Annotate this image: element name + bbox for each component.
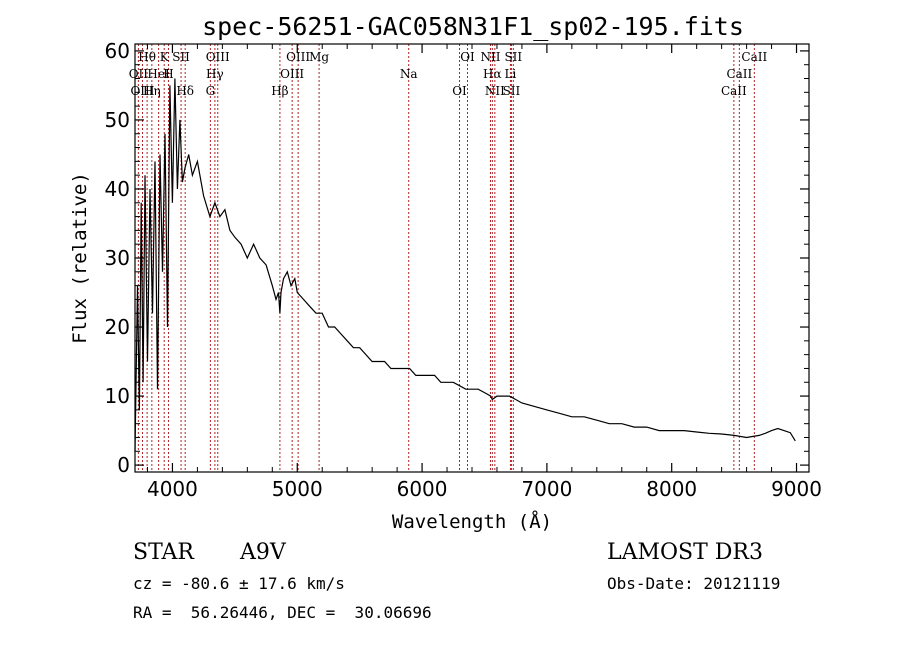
object-subclass: A9V — [240, 540, 286, 565]
line-label-16: Na — [400, 67, 418, 81]
line-label-1: OII — [129, 67, 149, 81]
x-tick-label-0: 4000 — [147, 477, 198, 501]
line-label-14: Hβ — [271, 84, 288, 98]
y-tick-label-6: 60 — [105, 39, 130, 63]
line-label-20: SII — [503, 84, 521, 98]
line-label-13: OIII — [280, 67, 304, 81]
y-tick-label-0: 0 — [117, 453, 130, 477]
survey-name: LAMOST DR3 — [607, 540, 763, 565]
redshift-readout: cz = -80.6 ± 17.6 km/s — [133, 574, 345, 593]
y-tick-label-4: 40 — [105, 177, 130, 201]
y-tick-label-5: 50 — [105, 108, 130, 132]
x-tick-label-5: 9000 — [771, 477, 822, 501]
obs-date: Obs-Date: 20121119 — [607, 574, 781, 593]
coordinates-readout: RA = 56.26446, DEC = 30.06696 — [133, 603, 432, 622]
y-tick-label-3: 30 — [105, 246, 130, 270]
line-label-7: H — [163, 67, 173, 81]
line-label-25: CaII — [726, 67, 752, 81]
line-label-15: Mg — [309, 50, 329, 64]
plot-frame — [134, 43, 810, 473]
x-tick-label-4: 8000 — [646, 477, 697, 501]
line-label-18: OI — [460, 50, 475, 64]
line-label-10: Hγ — [206, 67, 224, 81]
line-label-5: Hη — [143, 84, 161, 98]
line-label-6: SII — [172, 50, 190, 64]
line-label-11: G — [206, 84, 216, 98]
line-label-19: Hα — [483, 67, 502, 81]
line-label-9: OIII — [206, 50, 230, 64]
x-tick-label-3: 7000 — [521, 477, 572, 501]
line-label-17: OI — [452, 84, 467, 98]
line-label-2: OIII — [130, 84, 154, 98]
axis-ticks: 4000 5000 6000 7000 8000 9000 0 10 20 30 40 50 60 — [105, 39, 822, 501]
line-label-8: Hδ — [176, 84, 194, 98]
line-label-27: CaII — [741, 50, 767, 64]
object-class: STAR — [133, 540, 194, 565]
y-axis-label: Flux (relative) — [69, 172, 91, 344]
line-label-12: OIII — [286, 50, 310, 64]
x-tick-label-1: 5000 — [272, 477, 323, 501]
line-label-24: SII — [504, 50, 522, 64]
line-label-4: HeI — [147, 67, 170, 81]
line-label-22: Li — [505, 67, 517, 81]
line-label-21: NII — [480, 50, 500, 64]
line-label-23: NII — [485, 84, 505, 98]
y-tick-label-2: 20 — [105, 315, 130, 339]
x-tick-label-2: 6000 — [397, 477, 448, 501]
line-label-3: K — [160, 50, 170, 64]
x-axis-label: Wavelength (Å) — [392, 510, 552, 533]
line-label-0: Hθ — [138, 50, 156, 64]
line-labels: Hθ OII OIII K HeI Hη SII HHδ OIII Hγ G OIII OIII Hβ Mg… — [129, 50, 768, 98]
spectrum-line — [134, 78, 796, 452]
line-markers — [137, 44, 755, 472]
y-tick-label-1: 10 — [105, 384, 130, 408]
chart-title: spec-56251-GAC058N31F1_sp02-195.fits — [202, 12, 744, 41]
line-label-26: CaII — [721, 84, 747, 98]
